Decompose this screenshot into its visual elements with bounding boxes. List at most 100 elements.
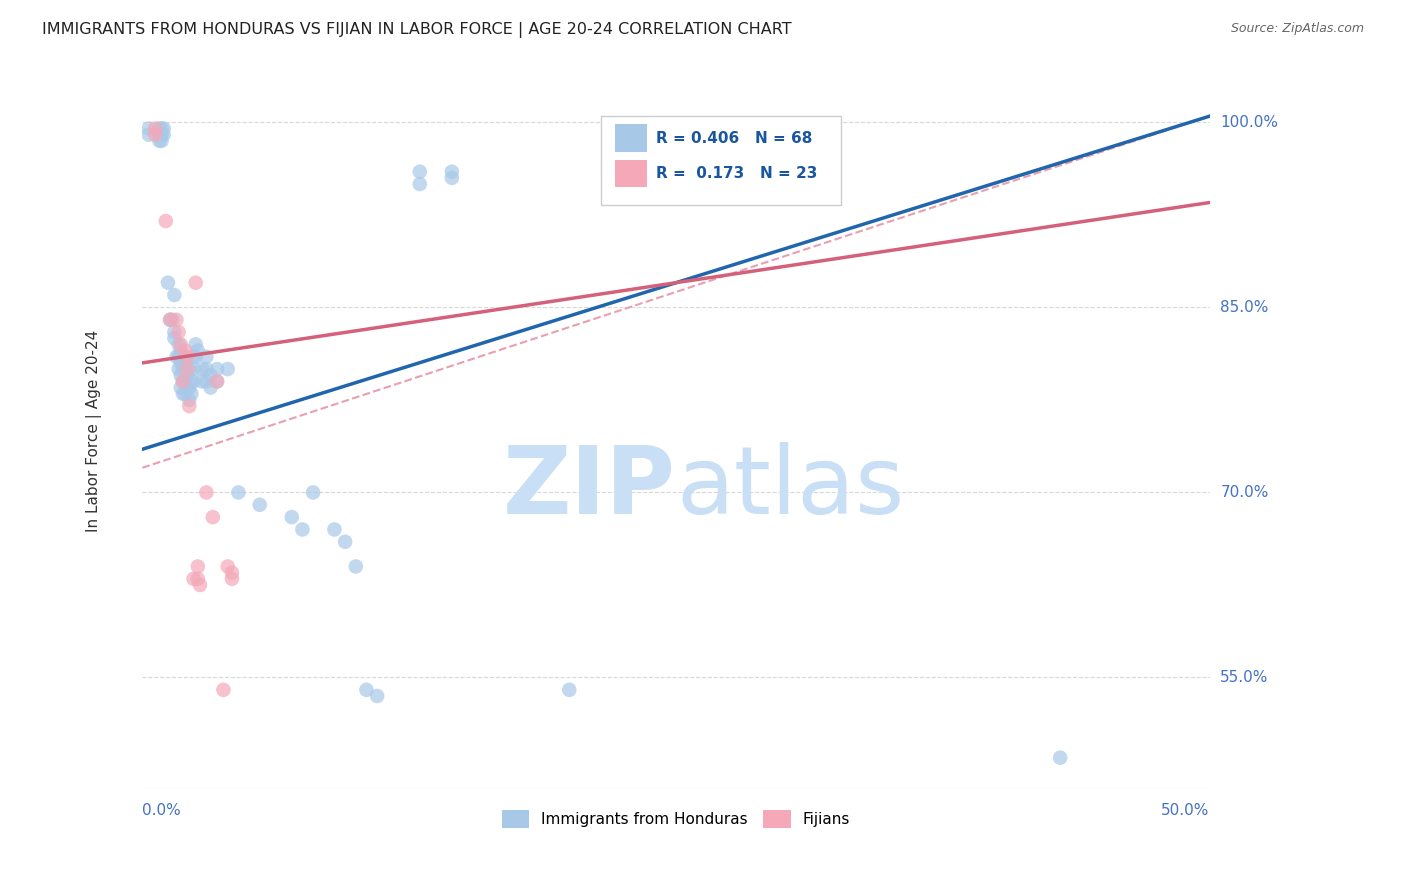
FancyBboxPatch shape [616, 161, 647, 187]
Point [159, 312, 181, 326]
Point [143, 128, 166, 142]
Text: R =  0.173   N = 23: R = 0.173 N = 23 [655, 167, 817, 181]
Point [187, 343, 209, 358]
Point [176, 350, 198, 364]
Point [1049, 750, 1071, 764]
Point [159, 312, 181, 326]
Point [167, 350, 190, 364]
Point [148, 128, 170, 142]
Point [174, 375, 197, 389]
Text: 100.0%: 100.0% [1220, 115, 1278, 130]
Text: In Labor Force | Age 20-24: In Labor Force | Age 20-24 [86, 330, 103, 532]
Point [172, 375, 194, 389]
Point [191, 362, 214, 376]
Point [195, 485, 218, 500]
Point [221, 572, 243, 586]
Point [180, 375, 202, 389]
Point [167, 325, 190, 339]
Point [440, 170, 463, 185]
Point [172, 375, 194, 389]
Point [148, 121, 170, 136]
Point [174, 343, 197, 358]
Text: Source: ZipAtlas.com: Source: ZipAtlas.com [1230, 22, 1364, 36]
Point [138, 128, 160, 142]
Point [323, 523, 346, 537]
Point [440, 164, 463, 178]
Point [150, 128, 173, 142]
Point [138, 121, 160, 136]
Point [176, 380, 198, 394]
Point [172, 362, 194, 376]
Point [191, 375, 214, 389]
Point [150, 134, 173, 148]
Point [183, 362, 205, 376]
Point [195, 362, 218, 376]
Point [174, 362, 197, 376]
Text: 70.0%: 70.0% [1220, 485, 1268, 500]
Text: IMMIGRANTS FROM HONDURAS VS FIJIAN IN LABOR FORCE | AGE 20-24 CORRELATION CHART: IMMIGRANTS FROM HONDURAS VS FIJIAN IN LA… [42, 22, 792, 38]
Point [249, 498, 271, 512]
Point [184, 337, 207, 351]
Text: atlas: atlas [676, 442, 904, 534]
Point [356, 682, 378, 697]
Point [155, 214, 177, 228]
Point [176, 368, 198, 383]
Point [217, 559, 239, 574]
Point [152, 128, 174, 142]
Text: R = 0.406   N = 68: R = 0.406 N = 68 [655, 130, 813, 145]
Point [205, 375, 228, 389]
Point [167, 362, 190, 376]
Point [183, 350, 205, 364]
Point [333, 534, 356, 549]
Point [148, 134, 170, 148]
Point [409, 177, 432, 191]
Point [163, 288, 186, 302]
Point [174, 386, 197, 401]
Point [167, 337, 190, 351]
Point [188, 578, 211, 592]
FancyBboxPatch shape [602, 116, 841, 205]
Point [302, 485, 325, 500]
Point [163, 325, 186, 339]
Text: 0.0%: 0.0% [142, 804, 181, 818]
Point [558, 682, 581, 697]
Point [183, 572, 205, 586]
Point [409, 164, 432, 178]
Point [170, 337, 193, 351]
Point [187, 572, 209, 586]
Point [166, 312, 188, 326]
FancyBboxPatch shape [616, 125, 647, 152]
Point [156, 276, 179, 290]
Point [183, 375, 205, 389]
Point [195, 375, 218, 389]
Point [143, 121, 166, 136]
Point [221, 566, 243, 580]
Point [201, 510, 224, 524]
Point [200, 368, 222, 383]
Text: 85.0%: 85.0% [1220, 300, 1268, 315]
Point [179, 362, 201, 376]
Point [184, 276, 207, 290]
Point [170, 368, 193, 383]
Point [217, 362, 239, 376]
Point [170, 343, 193, 358]
Point [180, 386, 202, 401]
Point [170, 356, 193, 370]
Point [344, 559, 367, 574]
Point [174, 350, 197, 364]
Text: 50.0%: 50.0% [1161, 804, 1209, 818]
Text: ZIP: ZIP [503, 442, 676, 534]
Point [184, 350, 207, 364]
Point [212, 682, 235, 697]
Point [366, 689, 388, 703]
Point [205, 375, 228, 389]
Point [160, 312, 183, 326]
Point [200, 380, 222, 394]
Point [152, 121, 174, 136]
Point [205, 362, 228, 376]
Point [179, 392, 201, 407]
Point [291, 523, 314, 537]
Point [281, 510, 304, 524]
Point [187, 559, 209, 574]
Point [179, 380, 201, 394]
